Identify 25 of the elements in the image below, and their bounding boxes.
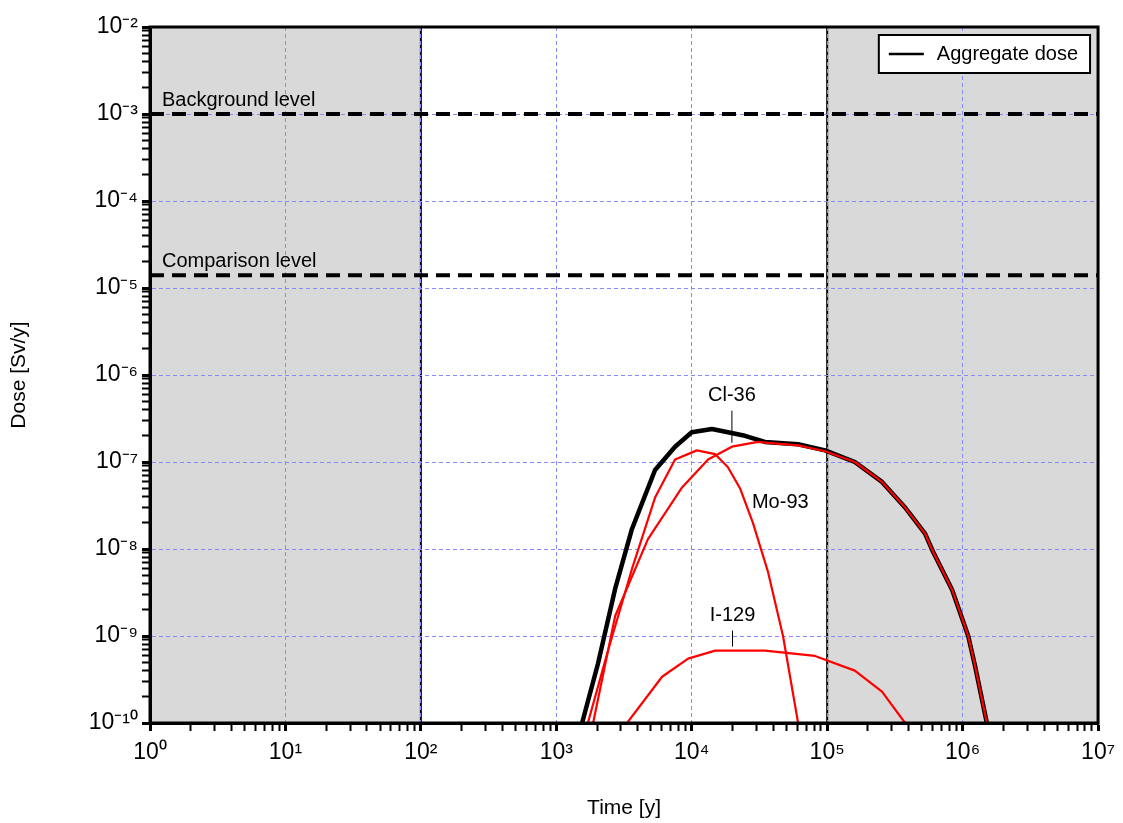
annotation: Mo-93 xyxy=(751,489,809,512)
x-tick-label: 10⁷ xyxy=(1081,738,1115,765)
x-tick-label: 10³ xyxy=(539,738,574,765)
y-tick-label: 10⁻⁷ xyxy=(96,447,138,474)
y-tick-label: 10⁻² xyxy=(96,12,139,39)
x-tick-label: 10¹ xyxy=(268,738,303,765)
x-tick-label: 10² xyxy=(404,738,438,765)
y-tick-label: 10⁻⁵ xyxy=(94,273,138,300)
y-tick-label: 10⁻⁴ xyxy=(94,186,138,213)
ref-line-label: Background level xyxy=(162,88,316,110)
x-axis-title: Time [y] xyxy=(587,795,661,819)
y-tick-label: 10⁻⁸ xyxy=(94,534,138,561)
x-tick-label: 10⁰ xyxy=(133,738,167,765)
y-axis-title: Dose [Sv/y] xyxy=(6,321,30,429)
annotation: I-129 xyxy=(709,602,756,625)
y-tick-label: 10⁻¹⁰ xyxy=(88,708,138,735)
y-tick-label: 10⁻⁹ xyxy=(94,621,138,648)
y-tick-label: 10⁻³ xyxy=(96,99,139,126)
ref-line-label: Comparison level xyxy=(162,249,317,272)
x-tick-label: 10⁶ xyxy=(945,738,981,765)
annotation: Cl-36 xyxy=(708,382,756,405)
x-tick-label: 10⁵ xyxy=(809,738,845,765)
legend-label: Aggregate dose xyxy=(936,41,1079,64)
y-tick-label: 10⁻⁶ xyxy=(94,360,138,387)
x-tick-label: 10⁴ xyxy=(674,738,710,765)
